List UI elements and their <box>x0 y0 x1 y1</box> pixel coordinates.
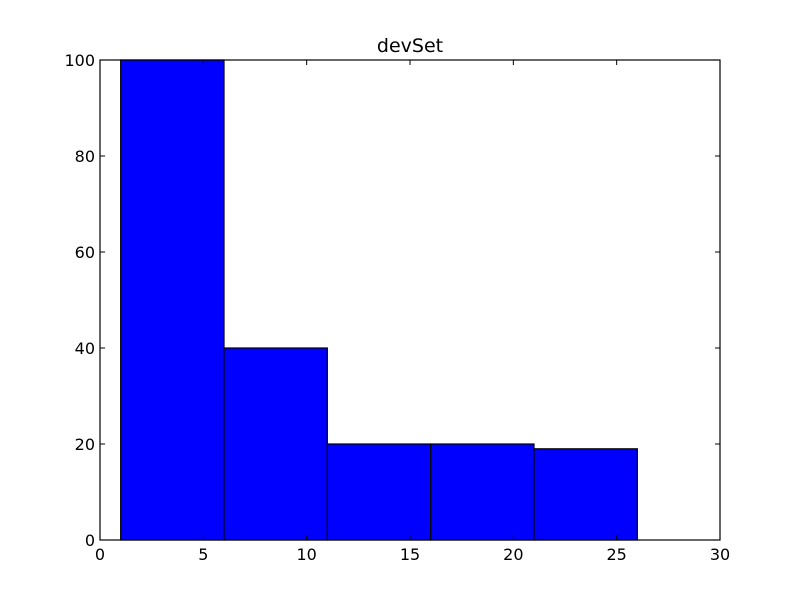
y-tick-label: 40 <box>75 339 95 358</box>
y-tick-label: 80 <box>75 147 95 166</box>
y-tick-label: 60 <box>75 243 95 262</box>
ticks-layer: 0 5 10 15 20 25 30 0 20 40 60 80 100 <box>64 51 730 564</box>
plot-frame <box>99 59 721 541</box>
x-tick-label: 20 <box>503 545 523 564</box>
x-tick-label: 0 <box>95 545 105 564</box>
y-tick-label: 0 <box>85 531 95 550</box>
chart-title: devSet <box>377 35 443 57</box>
histogram-bar-1 <box>120 59 225 541</box>
histogram-bar-2 <box>223 347 328 541</box>
y-tick-label: 100 <box>64 51 95 70</box>
x-tick-label: 30 <box>710 545 730 564</box>
histogram-bar-4 <box>430 443 535 541</box>
x-tick-label: 25 <box>606 545 626 564</box>
x-tick-label: 5 <box>198 545 208 564</box>
x-tick-label: 10 <box>296 545 316 564</box>
x-tick-label: 15 <box>400 545 420 564</box>
histogram-bar-3 <box>326 443 432 541</box>
bars-layer <box>120 59 638 541</box>
y-tick-label: 20 <box>75 435 95 454</box>
histogram-bar-5 <box>533 448 638 541</box>
